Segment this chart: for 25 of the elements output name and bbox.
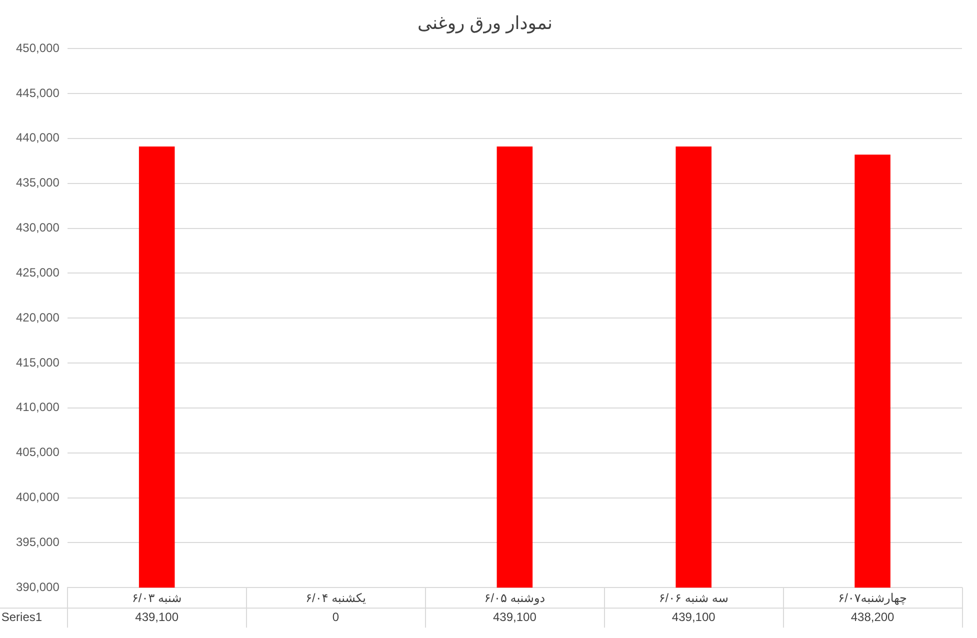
y-tick-label: 430,000 [16,220,60,235]
text: 0 [332,610,340,624]
y-tick-label: 410,000 [16,400,60,414]
y-tick-label: 435,000 [16,176,60,190]
y-tick-label: 445,000 [16,86,60,100]
y-tick-label: 400,000 [16,490,60,504]
y-tick-label: 395,000 [16,534,60,549]
y-tick-label: 415,000 [16,355,60,370]
data-label: 439,100 [672,610,716,624]
data-label: 439,100 [135,610,179,624]
y-tick-label: 440,000 [16,130,60,145]
y-tick-label: 450,000 [16,40,60,55]
data-label: 438,200 [850,610,895,624]
y-tick-label: 390,000 [16,580,60,594]
text: Series1 [1,610,42,624]
chart-title: نمودار ورق روغنی [417,12,553,34]
x-tick-label: دوشنبه ۶/۰۵ [484,591,546,606]
y-tick-label: 425,000 [16,265,60,280]
x-tick-label: سه شنبه ۶/۰۶ [658,591,728,606]
y-tick-label: 405,000 [16,445,60,460]
x-tick-label: چهارشنبه۶/۰۷ [838,591,907,606]
x-tick-label: یکشنبه ۶/۰۴ [306,591,366,606]
data-label: 439,100 [492,610,537,624]
x-tick-label: شنبه ۶/۰۳ [132,591,182,606]
y-tick-label: 420,000 [16,310,60,324]
